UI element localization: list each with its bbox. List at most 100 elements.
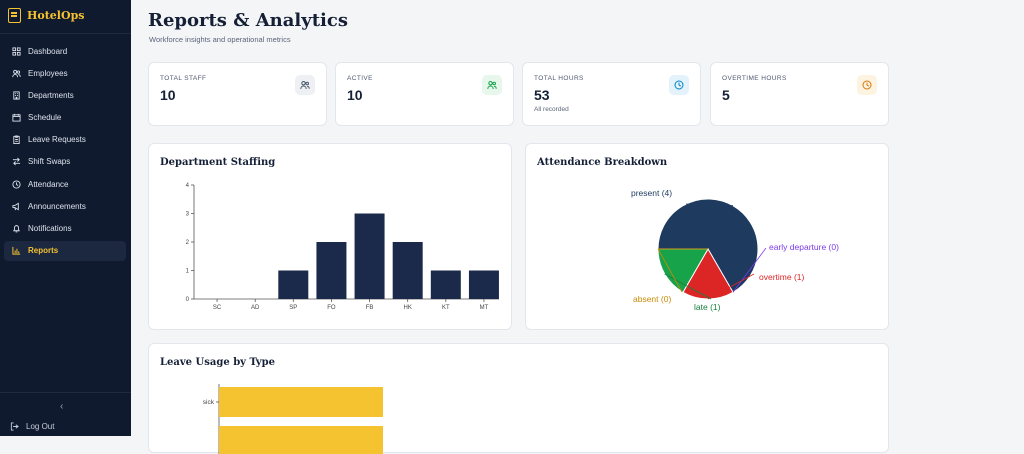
sidebar-item-label: Dashboard <box>28 46 68 56</box>
hotel-logo-icon <box>8 8 21 23</box>
bell-icon <box>12 224 21 233</box>
y-tick-label: 2 <box>186 240 190 246</box>
dashboard-icon <box>12 46 21 56</box>
sidebar-nav: Dashboard Employees Departments Schedule Lea… <box>4 41 126 263</box>
y-tick-label: 3 <box>186 212 190 218</box>
users-icon <box>12 69 21 78</box>
sidebar-footer-divider <box>0 392 131 393</box>
sidebar-item-label: Leave Requests <box>28 135 86 145</box>
sidebar-item-departments[interactable]: Departments <box>4 85 126 105</box>
department-staffing-panel: Department Staffing 0 1 2 3 4 SC AD SP FO FB HK KT M… <box>148 143 512 330</box>
clipboard-icon <box>12 135 21 145</box>
x-tick-label: MT <box>480 305 489 311</box>
collapse-sidebar-button[interactable]: ‹ <box>60 401 64 412</box>
clock-icon <box>857 75 877 95</box>
sidebar-item-label: Employees <box>28 68 68 78</box>
y-tick-label: 1 <box>186 269 190 275</box>
pie-leader-line <box>732 247 767 293</box>
sidebar: HotelOps Dashboard Employees Departments Sc… <box>0 0 131 436</box>
pie-leader-line <box>664 273 712 300</box>
x-tick-label: FO <box>327 305 336 311</box>
stat-label: TOTAL STAFF <box>160 75 207 82</box>
pie-leader-line <box>657 248 683 293</box>
x-tick-label: KT <box>442 305 450 311</box>
stat-value: 10 <box>347 87 363 103</box>
bar-chart-icon <box>12 246 21 255</box>
attendance-breakdown-title: Attendance Breakdown <box>537 157 668 168</box>
bar-fo[interactable] <box>316 242 347 299</box>
users-icon <box>482 75 502 95</box>
pie-leader-line <box>707 273 755 300</box>
sidebar-item-announcements[interactable]: Announcements <box>4 196 126 216</box>
leave-usage-title: Leave Usage by Type <box>160 357 275 368</box>
x-tick-label: SP <box>289 305 297 311</box>
pie-label: late (1) <box>694 302 721 312</box>
swap-icon <box>12 157 21 166</box>
stat-card-total-hours: TOTAL HOURS 53 All recorded <box>522 62 701 126</box>
x-tick-label: HK <box>404 305 412 311</box>
leave-usage-chart: sick <box>203 384 383 454</box>
stat-label: TOTAL HOURS <box>534 75 584 82</box>
sidebar-item-label: Attendance <box>28 179 69 189</box>
brand[interactable]: HotelOps <box>8 8 84 23</box>
stat-value: 5 <box>722 87 730 103</box>
sidebar-item-attendance[interactable]: Attendance <box>4 174 126 194</box>
y-tick-label: sick <box>203 399 215 406</box>
sidebar-item-label: Schedule <box>28 113 62 123</box>
sidebar-item-leave-requests[interactable]: Leave Requests <box>4 130 126 150</box>
sidebar-divider <box>0 33 131 34</box>
y-tick-label: 4 <box>186 183 190 189</box>
users-icon <box>295 75 315 95</box>
attendance-breakdown-panel: Attendance Breakdown present (4) early de… <box>525 143 889 330</box>
megaphone-icon <box>12 202 21 211</box>
sidebar-item-shift-swaps[interactable]: Shift Swaps <box>4 152 126 172</box>
department-staffing-title: Department Staffing <box>160 157 276 168</box>
page-subtitle: Workforce insights and operational metri… <box>149 35 291 44</box>
logout-button[interactable]: Log Out <box>10 422 54 431</box>
page-title: Reports & Analytics <box>148 10 348 31</box>
bar-sick[interactable] <box>219 387 383 417</box>
leave-usage-panel: Leave Usage by Type sick <box>148 343 889 454</box>
pie-label: present (4) <box>631 188 672 198</box>
x-tick-label: AD <box>251 305 260 311</box>
stat-card-overtime-hours: OVERTIME HOURS 5 <box>710 62 889 126</box>
clock-icon <box>669 75 689 95</box>
sidebar-item-reports[interactable]: Reports <box>4 240 126 261</box>
sidebar-item-label: Reports <box>28 246 59 256</box>
stat-card-active: ACTIVE 10 <box>335 62 514 126</box>
x-tick-label: FB <box>366 305 374 311</box>
attendance-breakdown-chart: present (4) early departure (0) overtime (… <box>631 188 839 312</box>
stat-note: All recorded <box>534 106 569 113</box>
pie-label: early departure (0) <box>769 242 839 252</box>
pie-label: overtime (1) <box>759 272 805 282</box>
app-name: HotelOps <box>27 9 85 22</box>
department-staffing-chart: 0 1 2 3 4 SC AD SP FO FB HK KT MT <box>186 183 499 311</box>
sidebar-item-schedule[interactable]: Schedule <box>4 108 126 128</box>
sidebar-item-employees[interactable]: Employees <box>4 63 126 83</box>
stat-label: ACTIVE <box>347 75 373 82</box>
stat-value: 53 <box>534 87 550 103</box>
stat-value: 10 <box>160 87 176 103</box>
bar-sp[interactable] <box>278 270 309 300</box>
logout-label: Log Out <box>26 422 55 431</box>
x-tick-label: SC <box>213 305 222 311</box>
sidebar-item-label: Departments <box>28 90 74 100</box>
sidebar-item-label: Shift Swaps <box>28 157 71 167</box>
stat-label: OVERTIME HOURS <box>722 75 787 82</box>
bar-kt[interactable] <box>430 270 461 300</box>
sidebar-item-notifications[interactable]: Notifications <box>4 219 126 239</box>
clock-icon <box>12 180 21 189</box>
sidebar-item-label: Announcements <box>28 201 86 211</box>
bar-hk[interactable] <box>392 242 423 299</box>
pie-label: absent (0) <box>633 294 671 304</box>
pie-leader-line <box>685 203 734 207</box>
bar-partial[interactable] <box>219 426 383 454</box>
building-icon <box>12 91 21 100</box>
bar-mt[interactable] <box>468 270 499 300</box>
calendar-icon <box>12 113 21 122</box>
logout-icon <box>10 422 19 431</box>
y-tick-label: 0 <box>186 297 190 303</box>
bar-fb[interactable] <box>354 213 385 300</box>
sidebar-item-dashboard[interactable]: Dashboard <box>4 41 126 61</box>
sidebar-item-label: Notifications <box>28 224 72 233</box>
